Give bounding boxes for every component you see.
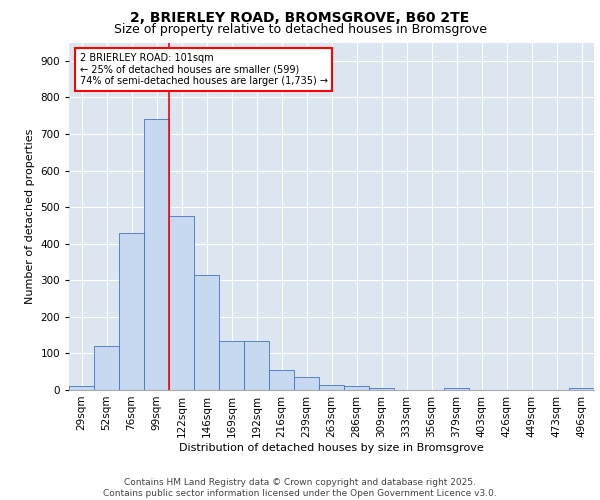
Text: 2, BRIERLEY ROAD, BROMSGROVE, B60 2TE: 2, BRIERLEY ROAD, BROMSGROVE, B60 2TE: [130, 12, 470, 26]
Bar: [219, 340, 244, 390]
Bar: [319, 384, 344, 390]
Bar: [294, 377, 319, 390]
Text: Size of property relative to detached houses in Bromsgrove: Size of property relative to detached ho…: [113, 22, 487, 36]
Y-axis label: Number of detached properties: Number of detached properties: [25, 128, 35, 304]
Bar: [69, 386, 94, 390]
Text: Contains HM Land Registry data © Crown copyright and database right 2025.
Contai: Contains HM Land Registry data © Crown c…: [103, 478, 497, 498]
Text: 2 BRIERLEY ROAD: 101sqm
← 25% of detached houses are smaller (599)
74% of semi-d: 2 BRIERLEY ROAD: 101sqm ← 25% of detache…: [79, 53, 328, 86]
Bar: [344, 386, 369, 390]
Bar: [169, 216, 194, 390]
Bar: [569, 388, 594, 390]
Bar: [244, 340, 269, 390]
Bar: [94, 346, 119, 390]
Bar: [119, 232, 144, 390]
X-axis label: Distribution of detached houses by size in Bromsgrove: Distribution of detached houses by size …: [179, 442, 484, 452]
Bar: [269, 370, 294, 390]
Bar: [194, 275, 219, 390]
Bar: [369, 388, 394, 390]
Bar: [444, 388, 469, 390]
Bar: [144, 120, 169, 390]
